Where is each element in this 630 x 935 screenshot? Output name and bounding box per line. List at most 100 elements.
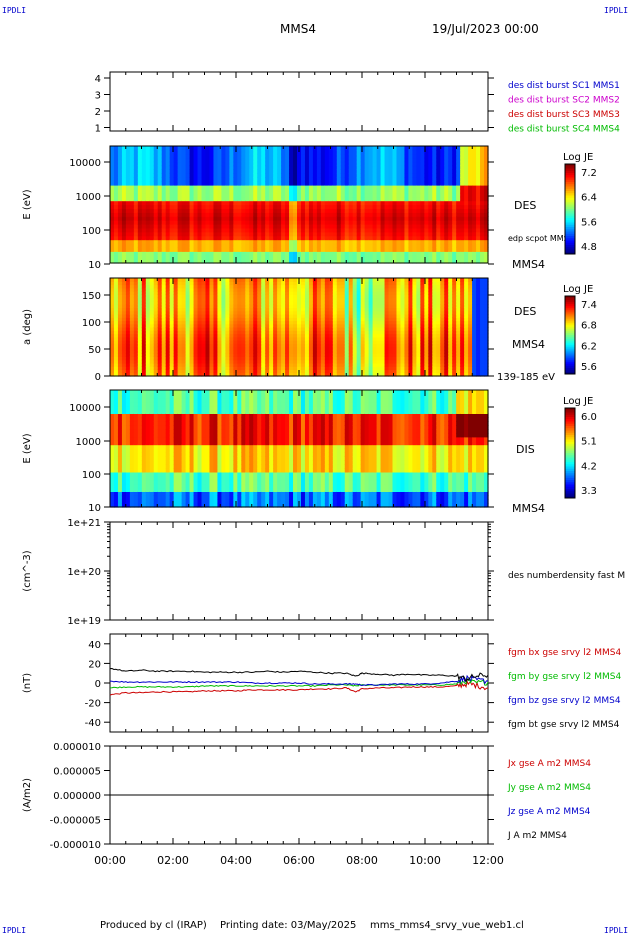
- heatmap-cell: [162, 212, 167, 217]
- heatmap-cell: [130, 216, 135, 221]
- heatmap-cell: [150, 193, 155, 198]
- heatmap-cell: [273, 177, 278, 182]
- heatmap-cell: [408, 166, 413, 171]
- heatmap-cell: [293, 216, 298, 221]
- heatmap-cell: [476, 247, 481, 252]
- heatmap-cell: [468, 169, 473, 174]
- heatmap-cell: [373, 208, 378, 213]
- heatmap-cell: [158, 212, 163, 217]
- heatmap-cell: [448, 181, 453, 186]
- heatmap-cell: [404, 255, 409, 260]
- heatmap-cell: [420, 150, 425, 155]
- heatmap-cell: [424, 166, 429, 171]
- heatmap-cell: [198, 146, 203, 151]
- heatmap-cell: [357, 193, 362, 198]
- heatmap-cell: [134, 181, 139, 186]
- heatmap-cell: [277, 169, 282, 174]
- heatmap-cell: [420, 185, 425, 190]
- heatmap-cell: [365, 236, 370, 241]
- heatmap-cell: [190, 240, 195, 245]
- heatmap-cell: [186, 158, 191, 163]
- heatmap-cell: [277, 189, 282, 194]
- heatmap-cell: [269, 251, 274, 256]
- heatmap-cell: [293, 278, 298, 282]
- heatmap-cell: [436, 146, 441, 151]
- heatmap-cell: [146, 208, 151, 213]
- heatmap-cell: [253, 224, 258, 229]
- heatmap-cell: [480, 240, 485, 245]
- heatmap-cell: [174, 173, 179, 178]
- heatmap-cell: [122, 189, 127, 194]
- heatmap-cell: [361, 201, 366, 206]
- heatmap-cell: [452, 201, 457, 206]
- heatmap-cell: [126, 177, 131, 182]
- heatmap-cell: [329, 197, 334, 202]
- heatmap-cell: [305, 173, 310, 178]
- heatmap-cell: [349, 166, 354, 171]
- heatmap-cell: [249, 236, 254, 241]
- heatmap-cell: [205, 278, 210, 282]
- heatmap-cell: [460, 240, 465, 245]
- heatmap-cell: [217, 185, 222, 190]
- heatmap-cell: [381, 146, 386, 151]
- heatmap-cell: [313, 224, 318, 229]
- heatmap-cell: [134, 158, 139, 163]
- heatmap-cell: [158, 189, 163, 194]
- heatmap-cell: [277, 278, 282, 282]
- heatmap-cell: [178, 255, 183, 260]
- heatmap-cell: [297, 251, 302, 256]
- heatmap-cell: [237, 220, 242, 225]
- heatmap-cell: [273, 236, 278, 241]
- heatmap-cell: [114, 240, 119, 245]
- heatmap-cell: [217, 169, 222, 174]
- heatmap-cell: [416, 228, 421, 233]
- burst-legend-item: des dist burst SC1 MMS1: [508, 81, 620, 91]
- heatmap-cell: [432, 177, 437, 182]
- heatmap-cell: [404, 166, 409, 171]
- heatmap-cell: [389, 228, 394, 233]
- heatmap-cell: [313, 150, 318, 155]
- heatmap-cell: [301, 193, 306, 198]
- heatmap-cell: [257, 212, 262, 217]
- heatmap-cell: [249, 173, 254, 178]
- heatmap-cell: [396, 240, 401, 245]
- heatmap-cell: [313, 201, 318, 206]
- heatmap-cell: [472, 224, 477, 229]
- heatmap-cell: [162, 247, 167, 252]
- heatmap-cell: [452, 208, 457, 213]
- heatmap-cell: [420, 216, 425, 221]
- heatmap-cell: [194, 201, 199, 206]
- heatmap-cell: [237, 193, 242, 198]
- heatmap-cell: [174, 236, 179, 241]
- heatmap-cell: [269, 244, 274, 249]
- heatmap-cell: [341, 201, 346, 206]
- heatmap-cell: [122, 162, 127, 167]
- heatmap-cell: [420, 251, 425, 256]
- heatmap-cell: [146, 181, 151, 186]
- heatmap-cell: [229, 154, 234, 159]
- heatmap-cell: [293, 197, 298, 202]
- heatmap-cell: [420, 236, 425, 241]
- heatmap-cell: [269, 216, 274, 221]
- heatmap-cell: [253, 162, 258, 167]
- heatmap-cell: [221, 177, 226, 182]
- heatmap-cell: [277, 154, 282, 159]
- heatmap-cell: [233, 166, 238, 171]
- heatmap-cell: [337, 251, 342, 256]
- heatmap-cell: [317, 146, 322, 151]
- heatmap-cell: [205, 158, 210, 163]
- heatmap-cell: [194, 216, 199, 221]
- heatmap-cell: [277, 146, 282, 151]
- heatmap-cell: [273, 232, 278, 237]
- heatmap-cell: [217, 181, 222, 186]
- heatmap-cell: [333, 177, 338, 182]
- heatmap-cell: [249, 255, 254, 260]
- heatmap-cell: [389, 177, 394, 182]
- heatmap-cell: [353, 158, 358, 163]
- heatmap-cell: [381, 216, 386, 221]
- des-energy-colorbar-title: Log JE: [563, 152, 593, 163]
- heatmap-cell: [118, 224, 123, 229]
- heatmap-cell: [194, 197, 199, 202]
- heatmap-cell: [361, 208, 366, 213]
- heatmap-cell: [138, 150, 143, 155]
